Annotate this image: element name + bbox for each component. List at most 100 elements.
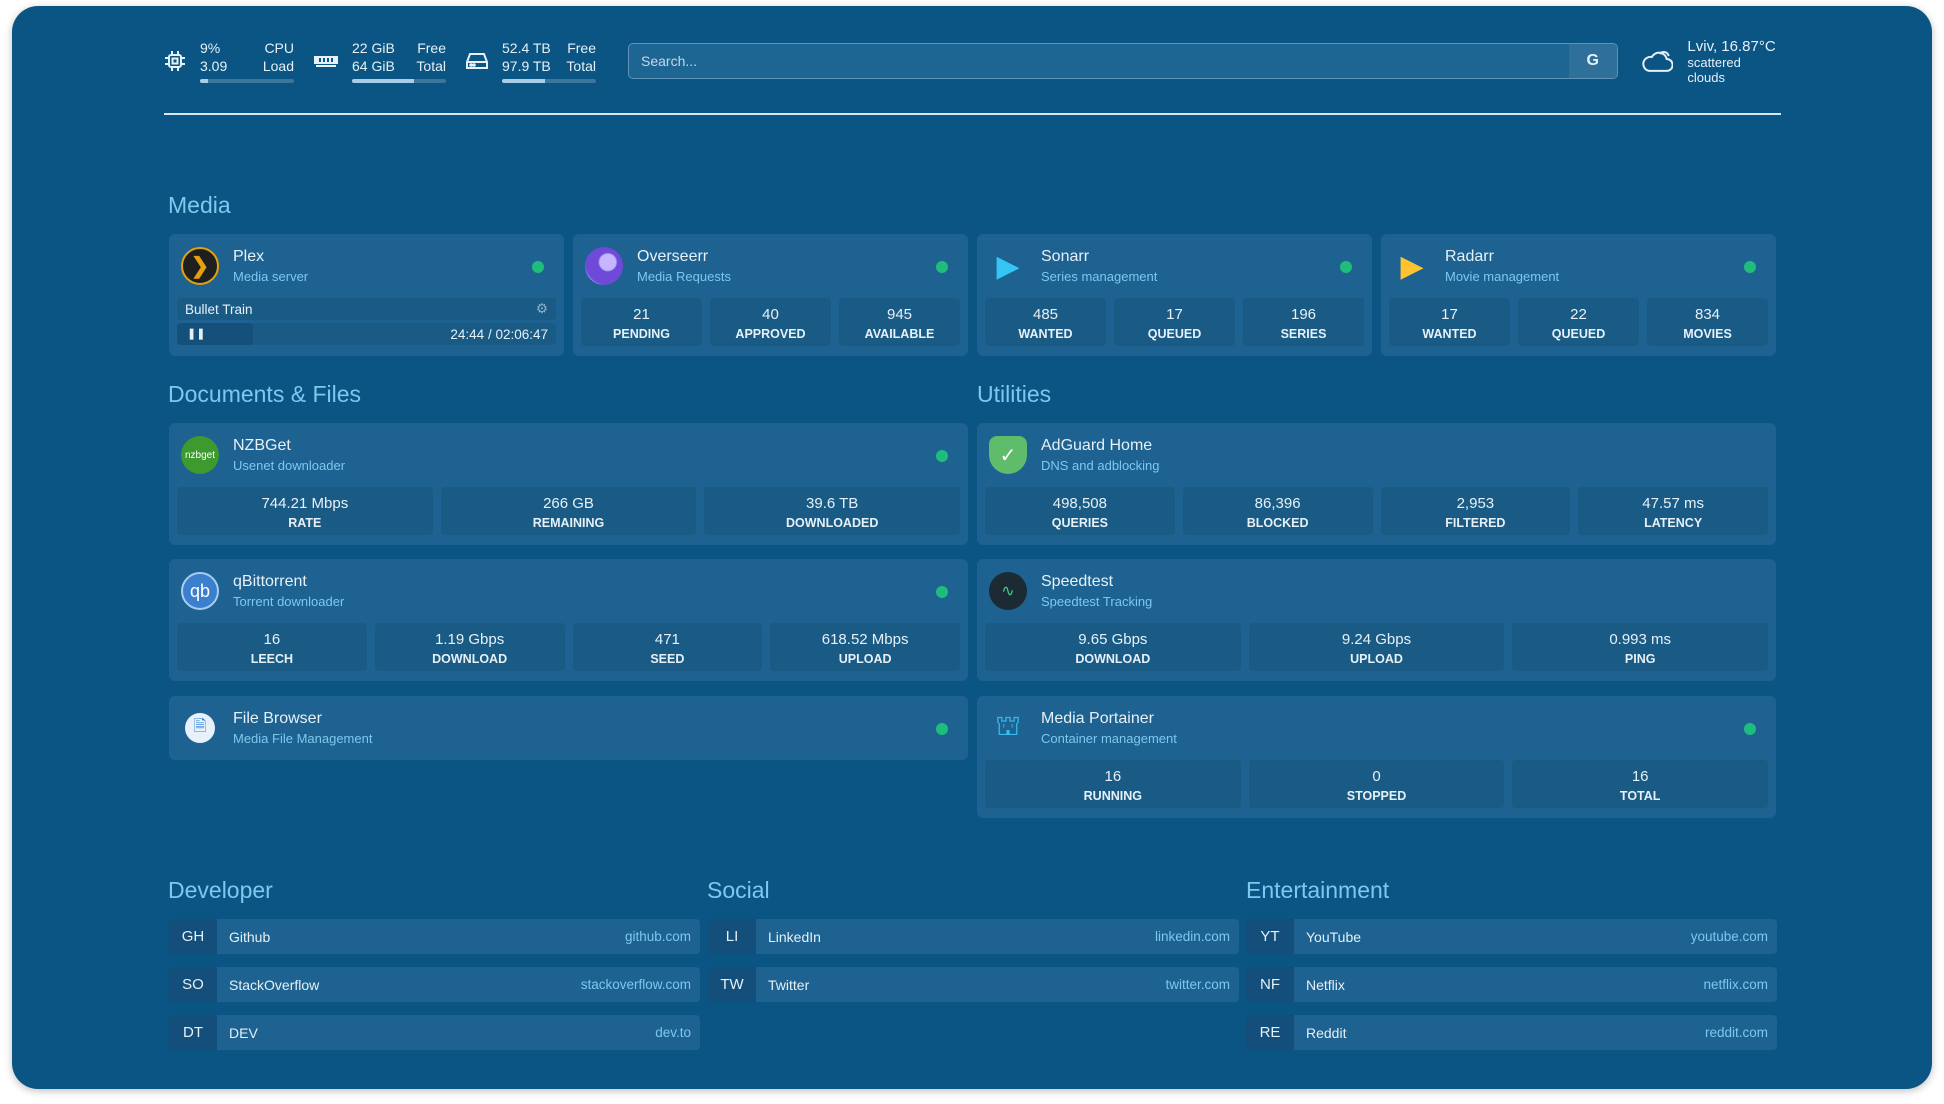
total-label: Total bbox=[416, 58, 446, 74]
bookmark-url: netflix.com bbox=[1703, 977, 1768, 992]
stats-row: 498,508 QUERIES 86,396 BLOCKED 2,953 FILTERED… bbox=[985, 487, 1768, 535]
stat-value: 834 bbox=[1694, 306, 1721, 323]
bookmark-twitter[interactable]: TW Twitter twitter.com bbox=[708, 967, 1239, 1002]
stat-block: 17 QUEUED bbox=[1114, 298, 1235, 346]
stat-value: 618.52 Mbps bbox=[821, 631, 909, 648]
service-description: Media File Management bbox=[233, 731, 373, 746]
disk-icon bbox=[466, 53, 488, 69]
adguard-shield-icon: ✓ bbox=[989, 436, 1027, 474]
memory-total: 64 GiB bbox=[352, 58, 395, 74]
service-card-overseerr[interactable]: Overseerr Media Requests 21 PENDING 40 APPROV… bbox=[573, 234, 968, 356]
bookmark-name: Twitter bbox=[768, 976, 810, 993]
service-card-sonarr[interactable]: ▶ Sonarr Series management 485 WANTED 17 QUEUE… bbox=[977, 234, 1372, 356]
service-card-qbittorrent[interactable]: qb qBittorrent Torrent downloader 16 LEECH 1.… bbox=[169, 559, 968, 681]
bookmark-url: youtube.com bbox=[1690, 929, 1768, 944]
weather-widget[interactable]: Lviv, 16.87°C scattered clouds bbox=[1640, 38, 1781, 85]
bookmark-abbr: NF bbox=[1246, 967, 1294, 1002]
section-utilities: Utilities bbox=[977, 381, 1052, 407]
service-name: File Browser bbox=[233, 710, 322, 727]
cpu-label: CPU bbox=[264, 40, 294, 56]
stat-label: PENDING bbox=[613, 327, 670, 341]
stat-label: WANTED bbox=[1422, 327, 1477, 341]
stream-settings-icon[interactable]: ⚙ bbox=[535, 301, 548, 316]
stat-label: FILTERED bbox=[1445, 516, 1506, 530]
plex-icon: ❯ bbox=[181, 247, 219, 285]
bookmark-netflix[interactable]: NF Netflix netflix.com bbox=[1246, 967, 1777, 1002]
status-dot bbox=[936, 723, 948, 735]
stat-label: QUEUED bbox=[1147, 327, 1202, 341]
bookmark-reddit[interactable]: RE Reddit reddit.com bbox=[1246, 1015, 1777, 1050]
stat-value: 2,953 bbox=[1456, 495, 1495, 512]
search-provider-button[interactable]: G bbox=[1568, 44, 1617, 78]
service-description: Torrent downloader bbox=[233, 594, 345, 609]
stat-label: APPROVED bbox=[735, 327, 806, 341]
stat-label: DOWNLOAD bbox=[432, 652, 508, 666]
stat-block: 40 APPROVED bbox=[710, 298, 831, 346]
stat-label: QUEUED bbox=[1551, 327, 1606, 341]
bookmark-abbr: LI bbox=[708, 919, 756, 954]
service-card-media-portainer[interactable]: ⛫ Media Portainer Container management 16 RU… bbox=[977, 696, 1776, 818]
now-playing-title: Bullet Train bbox=[185, 301, 253, 317]
stat-block: 86,396 BLOCKED bbox=[1182, 487, 1373, 535]
stat-label: REMAINING bbox=[532, 516, 605, 530]
bookmark-youtube[interactable]: YT YouTube youtube.com bbox=[1246, 919, 1777, 954]
now-playing-bar: Bullet Train ⚙ bbox=[177, 298, 556, 320]
bookmark-name: StackOverflow bbox=[229, 976, 320, 993]
service-description: DNS and adblocking bbox=[1041, 458, 1160, 473]
bookmark-dev[interactable]: DT DEV dev.to bbox=[169, 1015, 700, 1050]
bookmark-url: reddit.com bbox=[1704, 1025, 1768, 1040]
service-name: AdGuard Home bbox=[1041, 437, 1153, 454]
status-dot bbox=[936, 261, 948, 273]
stat-value: 47.57 ms bbox=[1642, 495, 1704, 512]
service-description: Series management bbox=[1041, 269, 1158, 284]
stats-row: 485 WANTED 17 QUEUED 196 SERIES bbox=[985, 298, 1364, 346]
bookmark-github[interactable]: GH Github github.com bbox=[169, 919, 700, 954]
stat-value: 39.6 TB bbox=[806, 495, 859, 512]
stat-label: UPLOAD bbox=[1350, 652, 1403, 666]
stat-value: 0 bbox=[1372, 768, 1381, 785]
file-browser-icon: 🗎 bbox=[185, 713, 215, 743]
stat-label: PING bbox=[1624, 652, 1656, 666]
service-card-nzbget[interactable]: nzbget NZBGet Usenet downloader 744.21 Mbps… bbox=[169, 423, 968, 545]
bookmark-name: Github bbox=[229, 928, 271, 945]
playback-time: 24:44 / 02:06:47 bbox=[450, 326, 548, 342]
service-name: Plex bbox=[233, 248, 265, 265]
bookmark-name: Netflix bbox=[1306, 976, 1345, 993]
header-bar: 9% CPU 3.09 Load 22 GiB Free 64 GiB Total 52.4… bbox=[164, 38, 1781, 85]
service-name: Radarr bbox=[1445, 248, 1494, 265]
stat-label: SERIES bbox=[1280, 327, 1327, 341]
memory-free: 22 GiB bbox=[352, 40, 395, 56]
service-name: Speedtest bbox=[1041, 573, 1114, 590]
total-label: Total bbox=[566, 58, 596, 74]
stat-block: 196 SERIES bbox=[1243, 298, 1364, 346]
memory-widget: 22 GiB Free 64 GiB Total bbox=[314, 39, 446, 83]
service-card-speedtest[interactable]: ∿ Speedtest Speedtest Tracking 9.65 Gbps DOW… bbox=[977, 559, 1776, 681]
service-card-radarr[interactable]: ▶ Radarr Movie management 17 WANTED 22 QUEUED 8… bbox=[1381, 234, 1776, 356]
disk-bar bbox=[502, 79, 596, 83]
status-dot bbox=[1744, 261, 1756, 273]
cpu-widget: 9% CPU 3.09 Load bbox=[164, 39, 294, 83]
search-input[interactable] bbox=[629, 53, 1569, 69]
free-label: Free bbox=[567, 40, 596, 56]
service-card-file-browser[interactable]: 🗎 File Browser Media File Management bbox=[169, 696, 968, 760]
service-card-adguard-home[interactable]: ✓ AdGuard Home DNS and adblocking 498,508 QU… bbox=[977, 423, 1776, 545]
stats-row: 21 PENDING 40 APPROVED 945 AVAILABLE bbox=[581, 298, 960, 346]
bookmark-stackoverflow[interactable]: SO StackOverflow stackoverflow.com bbox=[169, 967, 700, 1002]
stat-block: 834 MOVIES bbox=[1647, 298, 1768, 346]
stat-label: QUERIES bbox=[1051, 516, 1108, 530]
stat-block: 266 GB REMAINING bbox=[440, 487, 697, 535]
disk-widget: 52.4 TB Free 97.9 TB Total bbox=[466, 39, 596, 83]
service-card-plex[interactable]: ❯ Plex Media server Bullet Train ⚙ ❚❚ 24:44 … bbox=[169, 234, 564, 356]
stat-label: STOPPED bbox=[1346, 789, 1407, 803]
weather-location: Lviv, 16.87°C bbox=[1687, 37, 1776, 55]
stat-label: BLOCKED bbox=[1246, 516, 1309, 530]
pause-button[interactable]: ❚❚ bbox=[177, 323, 253, 345]
status-dot bbox=[936, 586, 948, 598]
stat-block: 21 PENDING bbox=[581, 298, 702, 346]
memory-icon bbox=[314, 56, 338, 67]
bookmark-linkedin[interactable]: LI LinkedIn linkedin.com bbox=[708, 919, 1239, 954]
service-description: Usenet downloader bbox=[233, 458, 346, 473]
section-entertainment: Entertainment bbox=[1246, 877, 1390, 903]
stat-label: WANTED bbox=[1018, 327, 1073, 341]
stat-block: 498,508 QUERIES bbox=[985, 487, 1175, 535]
